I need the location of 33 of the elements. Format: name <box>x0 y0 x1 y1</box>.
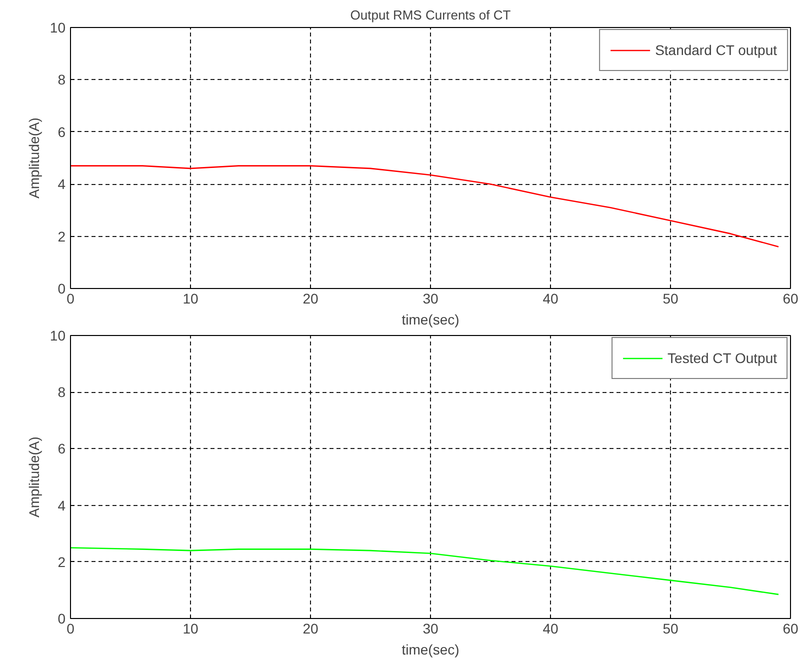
y-tick-label: 4 <box>58 497 66 514</box>
y-tick-label: 2 <box>58 554 66 570</box>
line-series <box>70 165 780 248</box>
x-tick-label: 10 <box>182 620 198 636</box>
y-axis-title: Amplitude(A) <box>26 436 42 518</box>
x-tick-label: 30 <box>422 290 438 306</box>
y-tick-label: 4 <box>58 176 66 192</box>
legend-label: Standard CT output <box>655 42 777 58</box>
y-tick-label: 0 <box>58 610 66 626</box>
x-tick-label: 40 <box>542 620 558 636</box>
legend-label: Tested CT Output <box>668 350 777 366</box>
y-tick-label: 6 <box>58 124 66 140</box>
y-tick-label: 6 <box>58 440 66 457</box>
x-tick-label: 50 <box>662 620 678 636</box>
x-tick-label: 10 <box>182 290 198 306</box>
y-tick-label: 10 <box>50 20 66 36</box>
x-tick-label: 60 <box>782 290 798 306</box>
x-tick-label: 40 <box>542 290 558 306</box>
x-tick-label: 30 <box>422 620 438 636</box>
x-tick-label: 50 <box>662 290 678 306</box>
y-tick-label: 10 <box>50 328 66 344</box>
x-axis-title: time(sec) <box>402 642 460 658</box>
y-tick-label: 0 <box>58 280 66 296</box>
x-axis-title: time(sec) <box>402 312 460 328</box>
x-tick-label: 60 <box>782 620 798 636</box>
x-tick-label: 20 <box>302 620 318 636</box>
y-tick-label: 8 <box>58 384 66 400</box>
chart-title: Output RMS Currents of CT <box>350 8 511 22</box>
y-tick-label: 8 <box>58 72 66 88</box>
y-axis-title: Amplitude(A) <box>26 118 42 198</box>
y-tick-label: 2 <box>58 228 66 244</box>
line-series <box>70 547 780 596</box>
x-tick-label: 20 <box>302 290 318 306</box>
